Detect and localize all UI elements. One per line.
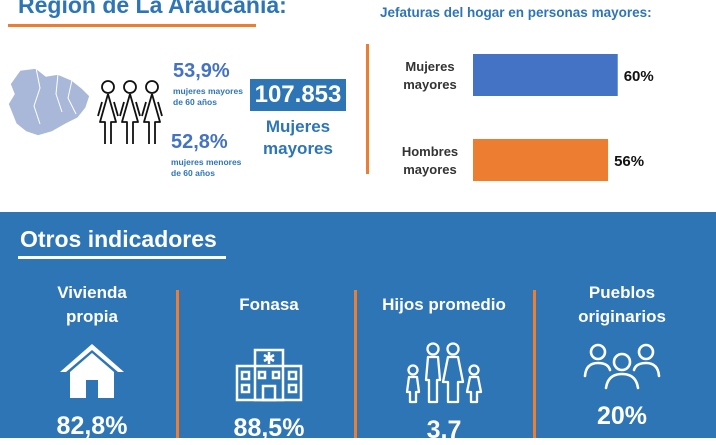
family-icon xyxy=(405,342,483,404)
over60-caption: mujeres mayores de 60 años xyxy=(173,86,243,108)
indicator-label: Vivienda propia xyxy=(12,280,172,330)
chart-title: Jefaturas del hogar en personas mayores: xyxy=(380,5,652,20)
indicator-divider xyxy=(533,290,536,438)
over60-caption-line2: de 60 años xyxy=(173,97,217,107)
indicator-label: Hijos promedio xyxy=(364,280,524,330)
indicator-hijos: Hijos promedio 3,7 xyxy=(364,280,524,445)
chart-bar xyxy=(473,54,618,96)
indicator-vivienda: Vivienda propia 82,8% xyxy=(12,280,172,441)
indicator-divider xyxy=(354,290,357,438)
chart-value-label: 60% xyxy=(624,68,654,85)
chart-category-label: mayores xyxy=(403,77,456,92)
indicators-title: Otros indicadores xyxy=(20,226,217,252)
under60-caption-line1: mujeres menores xyxy=(171,157,242,167)
title-underline xyxy=(8,24,256,27)
indicator-label-line1: Pueblos xyxy=(588,283,656,302)
indicator-pueblos: Pueblos originarios 20% xyxy=(542,280,702,431)
region-map-icon xyxy=(7,67,91,137)
household-heads-chart: Mujeres mayores 60% Hombres mayores 56% xyxy=(402,54,654,181)
under60-percentage: 52,8% xyxy=(171,131,228,153)
indicator-divider xyxy=(176,290,179,438)
hospital-icon xyxy=(235,348,303,402)
chart-category-label: Mujeres xyxy=(405,59,454,74)
under60-caption-line2: de 60 años xyxy=(171,168,215,178)
chart-category-label: mayores xyxy=(403,162,456,177)
house-icon xyxy=(60,344,124,398)
indicator-label-line2: propia xyxy=(66,307,118,326)
chart-axis-line xyxy=(366,44,369,174)
indicator-label-line1: Fonasa xyxy=(239,295,299,314)
indicator-label: Fonasa xyxy=(189,280,349,330)
region-summary-panel: Región de La Araucanía: 53,9% mujeres ma… xyxy=(0,0,716,212)
region-title: Región de La Araucanía: xyxy=(18,0,287,18)
indicator-label: Pueblos originarios xyxy=(542,280,702,330)
indicators-panel xyxy=(0,212,716,438)
indicator-label-line1: Vivienda xyxy=(57,283,127,302)
over60-caption-line1: mujeres mayores xyxy=(173,86,243,96)
total-label-line2: mayores xyxy=(263,139,333,158)
under60-caption: mujeres menores de 60 años xyxy=(171,157,241,179)
indicator-value: 82,8% xyxy=(56,412,128,440)
indicator-value: 20% xyxy=(596,402,648,430)
indicator-label-line1: Hijos promedio xyxy=(382,295,506,314)
indicator-value: 3,7 xyxy=(426,416,462,444)
total-women-value: 107.853 xyxy=(250,79,346,111)
people-group-icon xyxy=(583,343,661,390)
over60-percentage: 53,9% xyxy=(173,60,230,82)
chart-value-label: 56% xyxy=(614,153,644,170)
indicators-title-underline xyxy=(18,256,226,259)
women-group-icon xyxy=(97,80,163,144)
chart-category-label: Hombres xyxy=(402,144,458,159)
chart-bar xyxy=(473,139,609,181)
total-women-label: Mujeres mayores xyxy=(250,116,346,160)
indicator-label-line2: originarios xyxy=(578,307,666,326)
indicator-fonasa: Fonasa 88,5% xyxy=(189,280,349,443)
total-label-line1: Mujeres xyxy=(265,117,331,136)
indicator-value: 88,5% xyxy=(233,414,305,442)
